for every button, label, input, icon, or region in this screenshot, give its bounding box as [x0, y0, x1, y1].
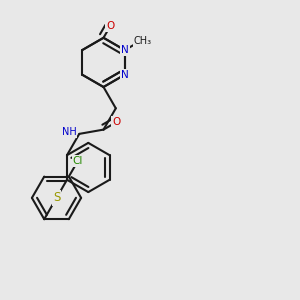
Text: N: N [121, 45, 129, 55]
Text: O: O [106, 21, 114, 31]
Text: O: O [112, 117, 120, 127]
Text: S: S [53, 191, 60, 204]
Text: N: N [121, 70, 129, 80]
Text: Cl: Cl [73, 156, 83, 166]
Text: CH₃: CH₃ [134, 37, 152, 46]
Text: NH: NH [61, 128, 76, 137]
